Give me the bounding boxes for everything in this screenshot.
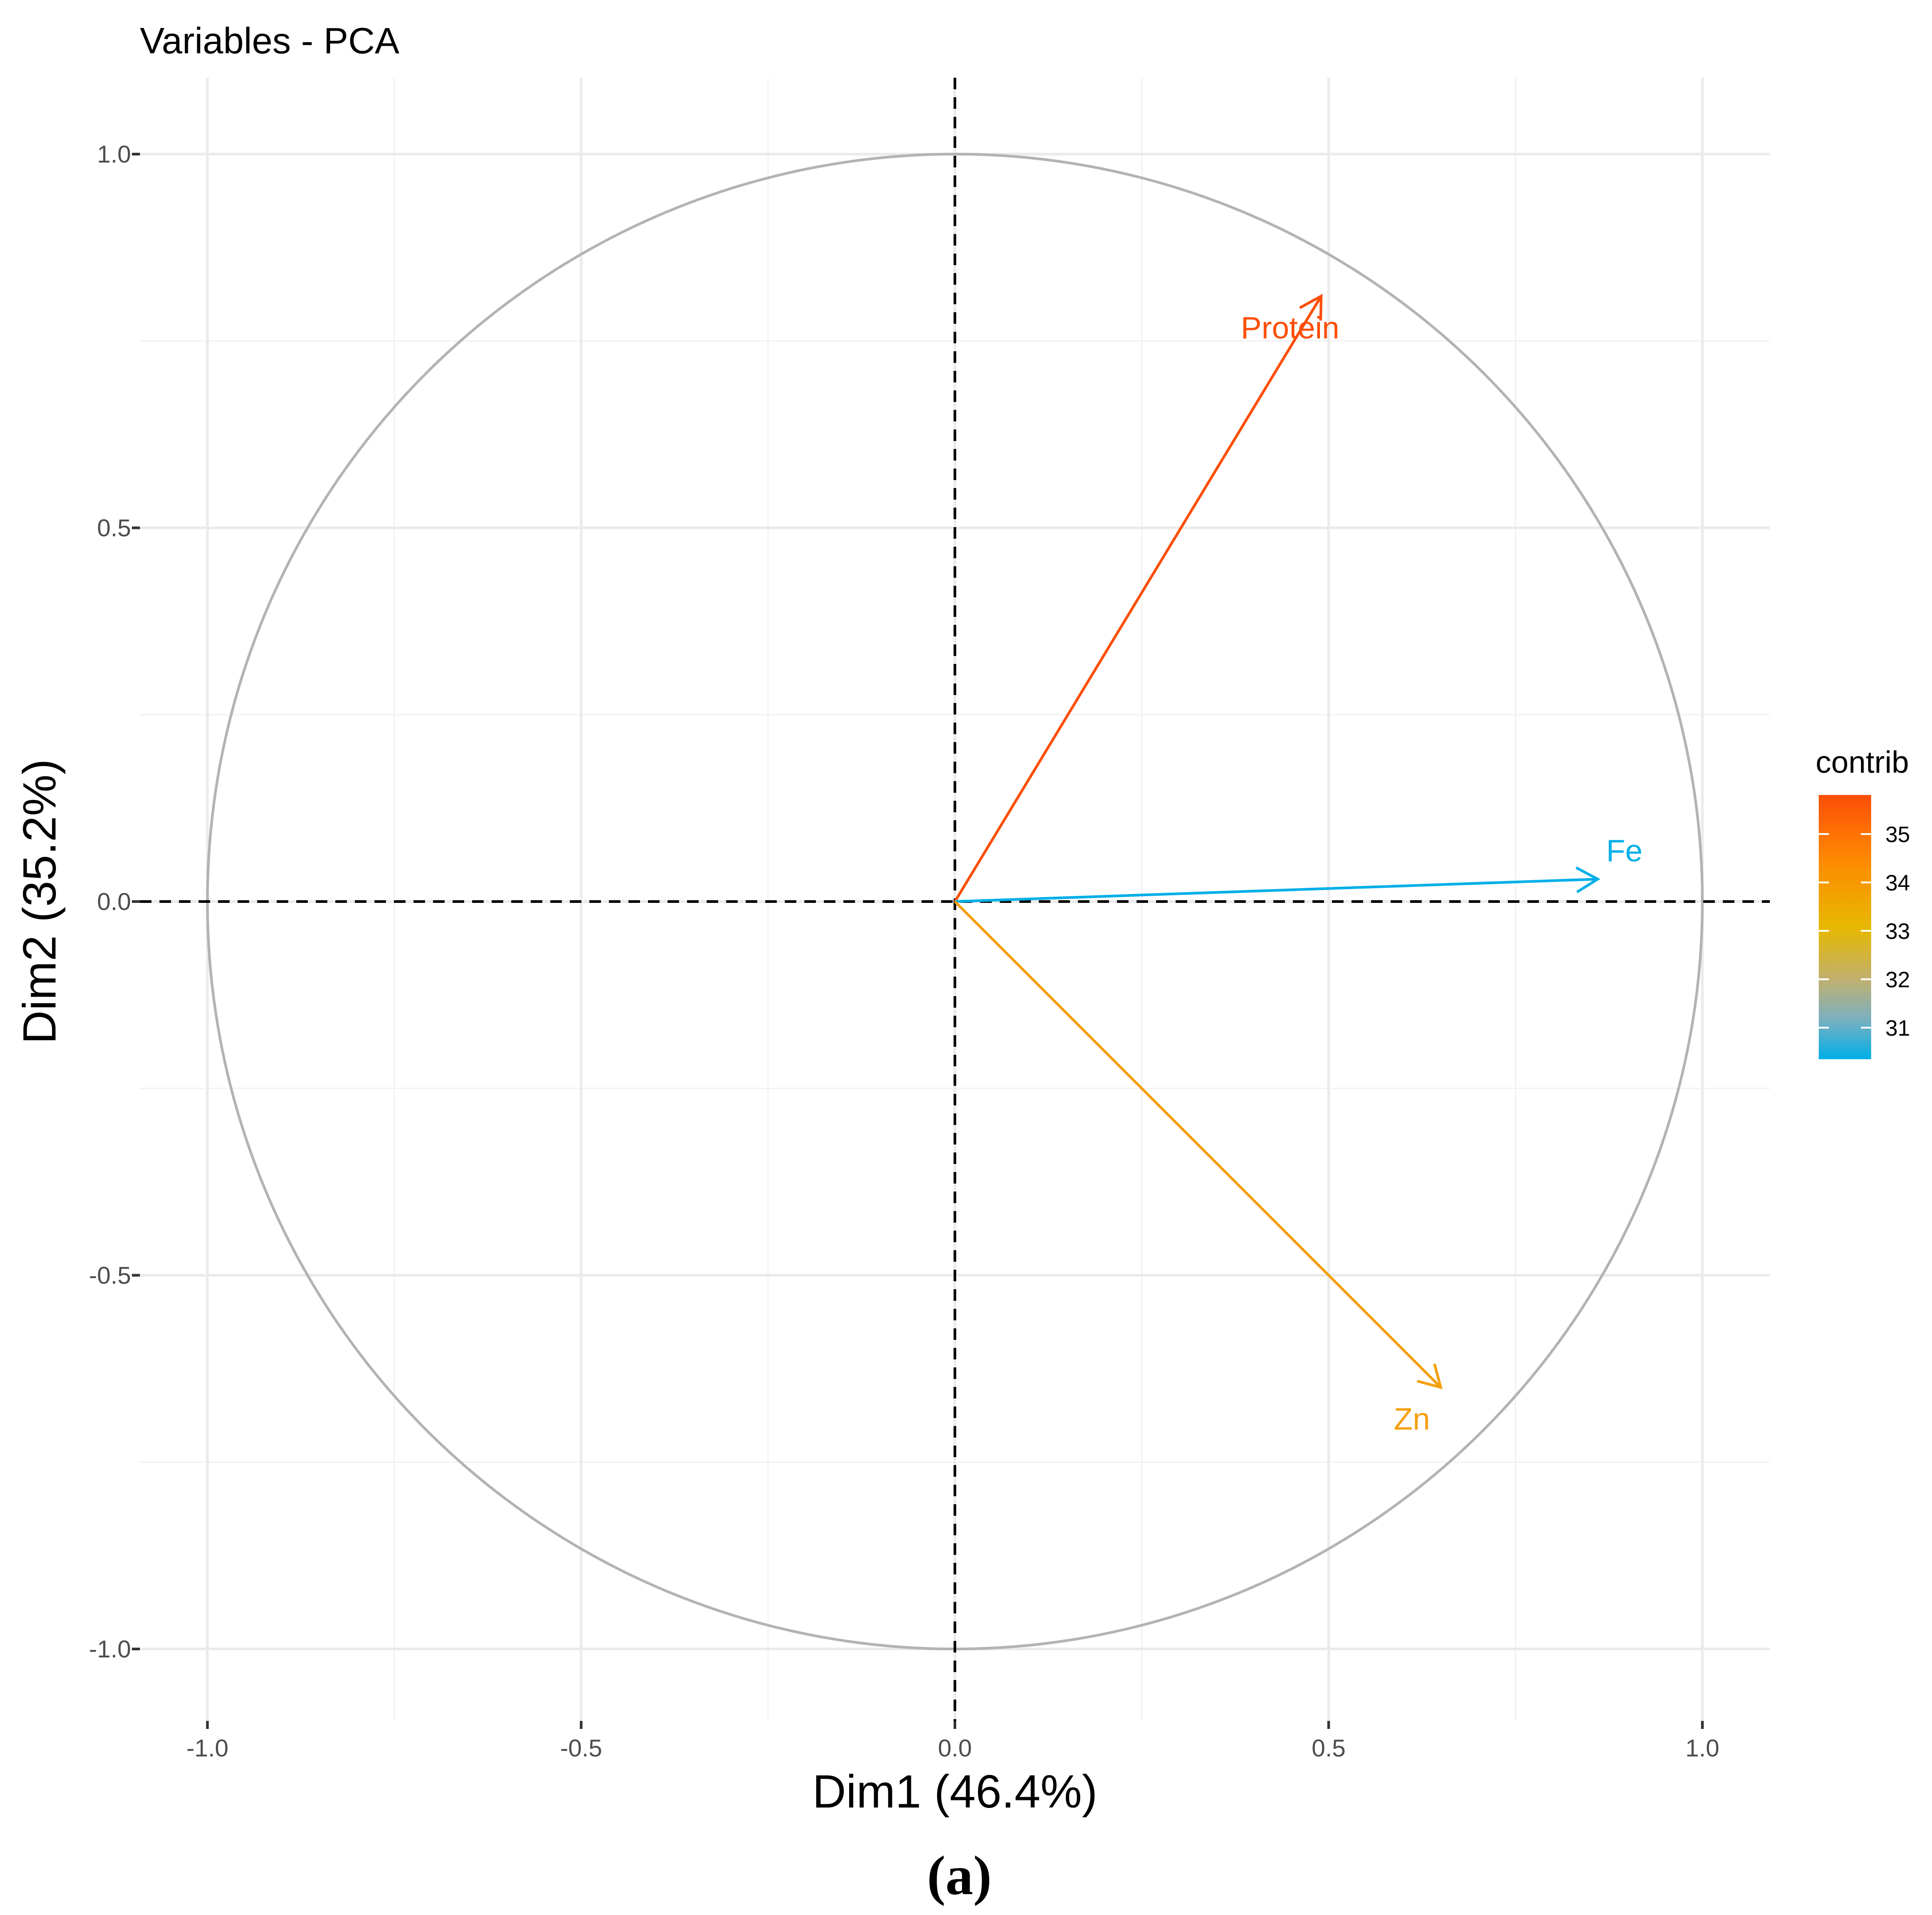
legend-tick-label: 33 (1885, 919, 1910, 944)
x-tick-label: 0.0 (938, 1734, 972, 1762)
vector-arrowhead-zn (1417, 1363, 1443, 1390)
y-tick-label: 0.0 (97, 888, 131, 915)
y-axis-ticks: 1.0 0.5 0.0 -0.5 -1.0 (89, 140, 131, 1663)
y-axis-label: Dim2 (35.2%) (14, 759, 66, 1044)
legend-tick-label: 35 (1885, 822, 1910, 847)
variable-label-protein: Protein (1241, 310, 1340, 345)
variable-label-zn: Zn (1394, 1402, 1430, 1436)
legend: contrib 35 34 33 32 31 (1816, 745, 1910, 1059)
x-axis-label: Dim1 (46.4%) (812, 1766, 1097, 1818)
x-axis-ticks: -1.0 -0.5 0.0 0.5 1.0 (187, 1734, 1720, 1762)
vector-arrowhead-fe (1575, 866, 1601, 894)
variable-label-fe: Fe (1606, 834, 1642, 868)
legend-tick-marks (1819, 833, 1871, 1029)
y-tick-label: 0.5 (97, 514, 131, 542)
legend-tick-label: 34 (1885, 870, 1910, 895)
vector-arrowhead-protein (1299, 294, 1323, 321)
legend-tick-label: 32 (1885, 967, 1910, 992)
y-tick-label: 1.0 (97, 140, 131, 168)
x-tick-label: -1.0 (187, 1734, 229, 1762)
variable-vectors (954, 294, 1601, 1390)
panel-label: (a) (927, 1845, 992, 1907)
legend-tick-label: 31 (1885, 1016, 1910, 1041)
vector-line-fe (954, 878, 1598, 903)
axis-tick-marks (132, 153, 1704, 1729)
legend-colorbar (1819, 795, 1871, 1059)
x-tick-label: 1.0 (1686, 1734, 1719, 1762)
y-tick-label: -0.5 (89, 1262, 131, 1289)
chart-title: Variables - PCA (140, 20, 400, 61)
variable-labels: Protein Fe Zn (1241, 310, 1642, 1436)
legend-ticks: 35 34 33 32 31 (1885, 822, 1910, 1041)
x-tick-label: -0.5 (560, 1734, 602, 1762)
vector-line-zn (954, 900, 1442, 1389)
y-tick-label: -1.0 (89, 1635, 131, 1663)
x-tick-label: 0.5 (1312, 1734, 1345, 1762)
legend-title: contrib (1816, 745, 1909, 779)
vector-line-protein (954, 295, 1323, 902)
